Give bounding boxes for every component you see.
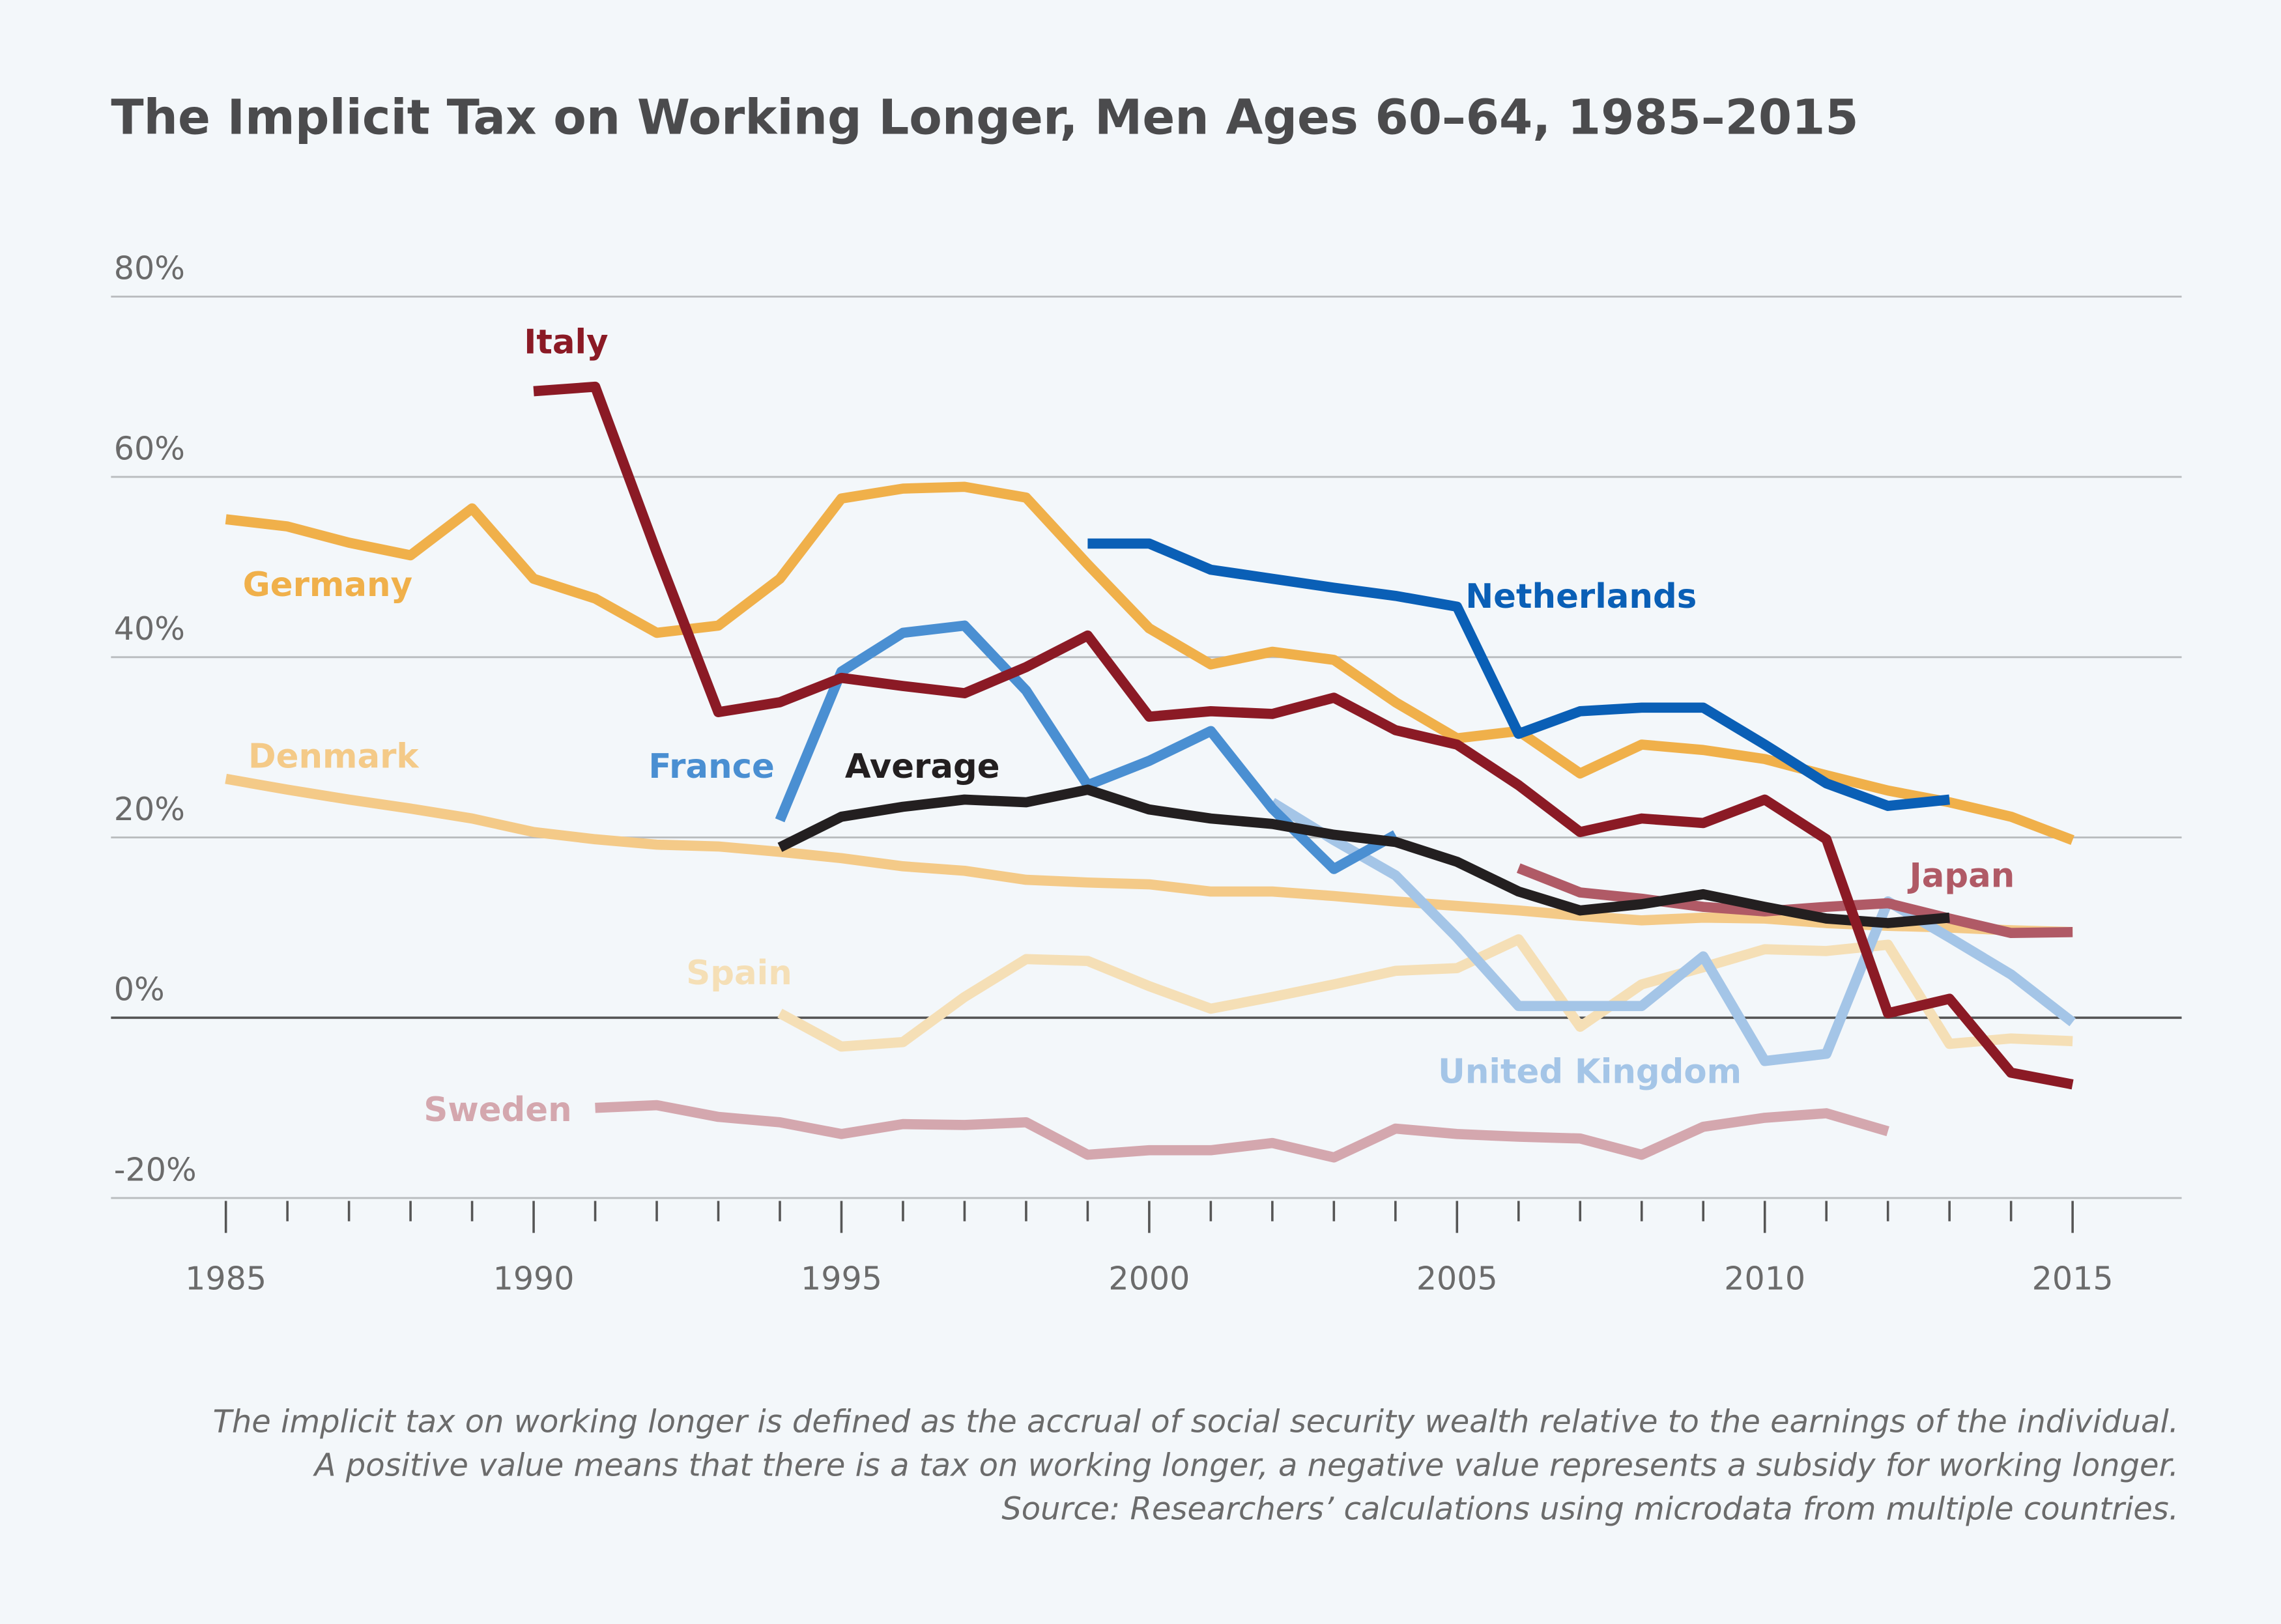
y-tick-label: 80% — [114, 249, 185, 287]
series-label-germany: Germany — [243, 565, 412, 605]
series-line-spain — [777, 934, 2073, 1052]
y-axis: 80% 60% 40% 20% 0% -20% — [114, 249, 197, 1189]
series-label-sweden: Sweden — [423, 1090, 571, 1130]
x-tick-label: 1985 — [185, 1260, 266, 1298]
series-label-average: Average — [845, 747, 1000, 786]
x-tick-label: 1995 — [801, 1260, 882, 1298]
series-lines — [225, 381, 2076, 1163]
series-line-united-kingdom — [1269, 797, 2076, 1066]
y-tick-label: -20% — [114, 1150, 197, 1188]
series-line-germany — [225, 481, 2074, 846]
series-line-average — [777, 784, 1950, 928]
series-label-denmark: Denmark — [248, 737, 420, 776]
x-axis: 1985 1990 1995 2000 2005 2010 2015 — [185, 1201, 2114, 1298]
x-tick-label: 2005 — [1416, 1260, 1498, 1298]
chart-title: The Implicit Tax on Working Longer, Men … — [111, 90, 1858, 145]
series-label-united-kingdom: United Kingdom — [1438, 1053, 1742, 1092]
series-line-italy — [533, 381, 2074, 1090]
series-line-denmark — [225, 773, 2073, 937]
series-label-france: France — [648, 747, 775, 786]
series-line-sweden — [595, 1100, 1889, 1163]
y-tick-label: 60% — [114, 429, 185, 467]
gridlines — [111, 295, 2182, 1199]
x-tick-label: 1990 — [493, 1260, 575, 1298]
footnote-source: Source: Researchers’ calculations using … — [1001, 1490, 2179, 1527]
y-tick-label: 40% — [114, 610, 185, 648]
footnotes: The implicit tax on working longer is de… — [213, 1403, 2179, 1527]
y-tick-label: 20% — [114, 790, 185, 828]
footnote-definition: The implicit tax on working longer is de… — [213, 1403, 2179, 1440]
y-tick-label: 0% — [114, 971, 165, 1008]
series-label-netherlands: Netherlands — [1465, 577, 1697, 616]
x-tick-label: 2010 — [1724, 1260, 1805, 1298]
series-label-spain: Spain — [686, 954, 792, 993]
series-label-japan: Japan — [1908, 856, 2015, 895]
series-label-italy: Italy — [524, 322, 608, 362]
x-tick-label: 2015 — [2032, 1260, 2114, 1298]
footnote-interpretation: A positive value means that there is a t… — [313, 1447, 2179, 1483]
series-line-netherlands — [1087, 538, 1950, 811]
x-tick-label: 2000 — [1108, 1260, 1190, 1298]
series-labels: Sweden Spain Denmark United Kingdom Japan Fra… — [243, 322, 2015, 1129]
